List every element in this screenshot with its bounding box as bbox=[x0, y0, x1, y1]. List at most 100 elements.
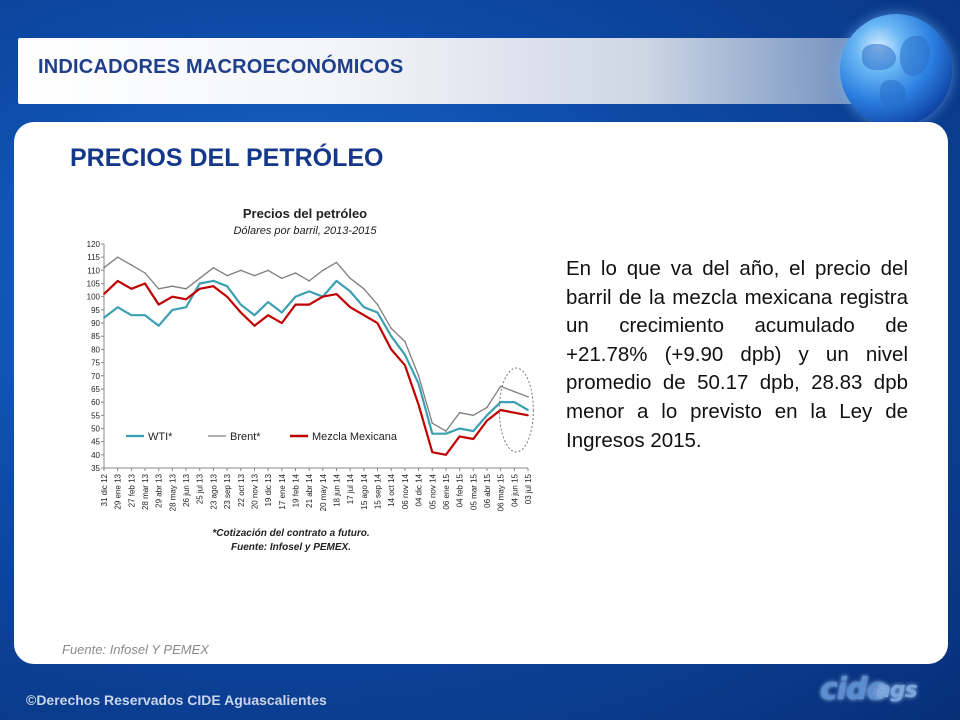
data-point bbox=[171, 295, 174, 298]
data-point bbox=[308, 303, 310, 306]
x-tick-label: 23 ago 13 bbox=[209, 473, 218, 509]
data-point bbox=[390, 335, 393, 338]
data-point bbox=[335, 261, 338, 264]
data-point bbox=[198, 282, 201, 285]
data-point bbox=[226, 285, 228, 287]
data-point bbox=[349, 290, 351, 293]
x-tick-label: 18 jun 14 bbox=[333, 473, 342, 506]
data-point bbox=[513, 411, 516, 414]
x-tick-label: 14 oct 14 bbox=[387, 473, 396, 506]
data-point bbox=[486, 406, 488, 409]
x-tick-label: 15 ago 14 bbox=[360, 473, 369, 509]
x-tick-label: 06 abr 15 bbox=[483, 473, 492, 507]
data-point bbox=[157, 324, 160, 327]
data-point bbox=[363, 306, 365, 309]
chart-footnote: *Cotización del contrato a futuro. bbox=[212, 528, 369, 539]
data-point bbox=[212, 285, 215, 287]
x-tick-label: 20 may 14 bbox=[319, 473, 328, 511]
data-point bbox=[267, 301, 269, 303]
data-point bbox=[363, 288, 365, 290]
data-point bbox=[417, 382, 420, 385]
data-point bbox=[527, 414, 529, 417]
data-point bbox=[513, 401, 516, 403]
data-point bbox=[253, 314, 256, 316]
x-tick-label: 04 dic 14 bbox=[415, 473, 424, 506]
y-tick-label: 120 bbox=[87, 240, 101, 249]
data-point bbox=[308, 290, 310, 293]
chart-svg: Precios del petróleo Dólares por barril, … bbox=[87, 206, 534, 553]
data-point bbox=[417, 403, 420, 406]
data-point bbox=[239, 311, 242, 314]
x-tick-label: 27 feb 13 bbox=[127, 473, 136, 507]
data-point bbox=[198, 288, 201, 290]
data-point bbox=[431, 432, 434, 435]
data-point bbox=[349, 306, 351, 309]
data-point bbox=[322, 295, 324, 298]
chart-title: Precios del petróleo bbox=[243, 206, 367, 221]
y-tick-label: 65 bbox=[91, 385, 100, 394]
header-bar bbox=[18, 38, 854, 104]
x-tick-label: 19 feb 14 bbox=[291, 473, 300, 507]
data-point bbox=[185, 288, 187, 290]
data-point bbox=[185, 306, 187, 309]
data-point bbox=[376, 322, 379, 324]
y-tick-label: 115 bbox=[87, 253, 100, 262]
x-tick-label: 26 jun 13 bbox=[182, 473, 191, 506]
source-note: Fuente: Infosel Y PEMEX bbox=[62, 642, 209, 657]
x-tick-label: 23 sep 13 bbox=[223, 473, 232, 509]
y-tick-label: 70 bbox=[91, 372, 100, 381]
x-tick-label: 28 may 13 bbox=[168, 473, 177, 511]
data-point bbox=[308, 280, 310, 282]
data-point bbox=[157, 303, 160, 306]
data-point bbox=[404, 364, 406, 367]
x-tick-label: 17 jul 14 bbox=[346, 473, 355, 504]
data-point bbox=[431, 451, 434, 453]
x-tick-label: 20 nov 13 bbox=[250, 473, 259, 509]
data-point bbox=[417, 374, 420, 377]
data-point bbox=[390, 348, 393, 351]
page-title: PRECIOS DEL PETRÓLEO bbox=[70, 144, 384, 172]
recent-values-ellipse bbox=[498, 367, 534, 453]
y-tick-label: 60 bbox=[91, 398, 100, 407]
y-tick-label: 105 bbox=[87, 280, 101, 289]
data-point bbox=[130, 264, 133, 266]
data-point bbox=[499, 401, 502, 403]
x-tick-label: 15 sep 14 bbox=[374, 473, 383, 509]
y-tick-label: 35 bbox=[91, 464, 100, 473]
data-point bbox=[157, 288, 160, 290]
data-point bbox=[527, 409, 529, 411]
series-line-0 bbox=[103, 279, 529, 435]
x-tick-label: 03 jul 15 bbox=[524, 473, 533, 504]
footer-copyright: ©Derechos Reservados CIDE Aguascalientes bbox=[26, 692, 327, 708]
data-point bbox=[499, 409, 502, 411]
chart-source: Fuente: Infosel y PEMEX. bbox=[231, 542, 351, 553]
data-point bbox=[116, 256, 119, 258]
data-point bbox=[226, 274, 228, 277]
x-tick-label: 21 abr 14 bbox=[305, 473, 314, 507]
data-point bbox=[130, 288, 133, 290]
data-point bbox=[185, 298, 187, 301]
y-tick-label: 110 bbox=[87, 266, 100, 275]
data-point bbox=[144, 314, 146, 316]
x-tick-label: 06 ene 15 bbox=[442, 473, 451, 509]
data-point bbox=[103, 316, 105, 319]
data-point bbox=[171, 285, 174, 287]
data-point bbox=[376, 303, 379, 306]
x-tick-label: 05 mar 15 bbox=[469, 473, 478, 510]
x-tick-label: 04 jun 15 bbox=[510, 473, 519, 506]
data-point bbox=[267, 314, 269, 316]
data-point bbox=[404, 340, 406, 343]
y-tick-label: 85 bbox=[91, 332, 100, 341]
y-tick-label: 95 bbox=[91, 306, 100, 315]
x-tick-label: 19 dic 13 bbox=[264, 473, 273, 506]
y-tick-label: 75 bbox=[91, 359, 100, 368]
data-point bbox=[281, 311, 283, 314]
data-point bbox=[458, 411, 461, 414]
data-point bbox=[335, 280, 338, 282]
data-point bbox=[445, 454, 447, 456]
x-tick-label: 17 ene 14 bbox=[278, 473, 287, 509]
data-point bbox=[404, 353, 406, 356]
header-title: INDICADORES MACROECONÓMICOS bbox=[38, 56, 404, 78]
x-tick-label: 31 dic 12 bbox=[100, 473, 109, 506]
data-point bbox=[472, 414, 475, 417]
